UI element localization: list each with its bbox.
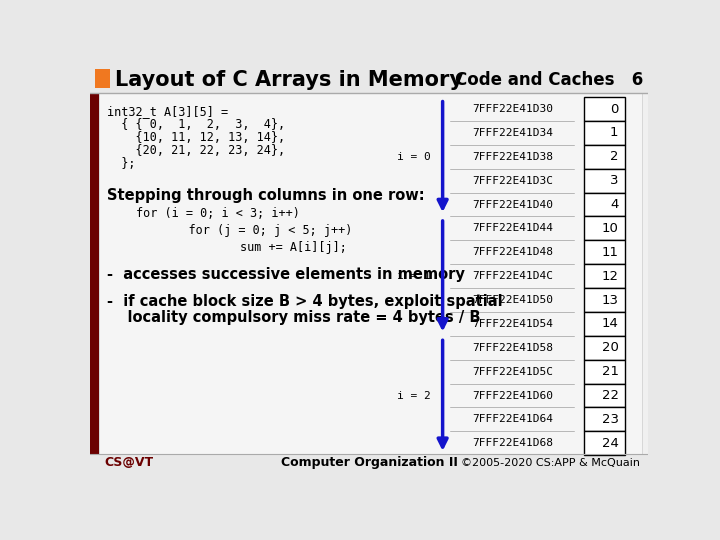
Text: sum += A[i][j];: sum += A[i][j]; bbox=[183, 241, 347, 254]
Text: 23: 23 bbox=[601, 413, 618, 426]
Text: 7FFF22E41D60: 7FFF22E41D60 bbox=[472, 390, 553, 401]
Text: 7FFF22E41D58: 7FFF22E41D58 bbox=[472, 343, 553, 353]
Text: i = 2: i = 2 bbox=[397, 390, 431, 401]
Bar bbox=[585, 168, 625, 193]
Text: 4: 4 bbox=[610, 198, 618, 211]
Text: for (i = 0; i < 3; i++): for (i = 0; i < 3; i++) bbox=[137, 207, 300, 220]
Bar bbox=[94, 69, 110, 88]
Text: Stepping through columns in one row:: Stepping through columns in one row: bbox=[107, 188, 425, 203]
Text: 7FFF22E41D68: 7FFF22E41D68 bbox=[472, 438, 553, 448]
Text: 12: 12 bbox=[601, 269, 618, 282]
Text: CS@VT: CS@VT bbox=[104, 456, 153, 469]
Bar bbox=[90, 93, 648, 454]
Bar bbox=[99, 93, 642, 454]
Bar bbox=[585, 360, 625, 383]
Text: 7FFF22E41D30: 7FFF22E41D30 bbox=[472, 104, 553, 114]
Bar bbox=[585, 383, 625, 408]
Text: ©2005-2020 CS:APP & McQuain: ©2005-2020 CS:APP & McQuain bbox=[462, 458, 640, 468]
Text: 2: 2 bbox=[610, 150, 618, 163]
Bar bbox=[585, 145, 625, 168]
Bar bbox=[585, 312, 625, 336]
Text: 7FFF22E41D50: 7FFF22E41D50 bbox=[472, 295, 553, 305]
Text: Layout of C Arrays in Memory: Layout of C Arrays in Memory bbox=[114, 70, 463, 90]
Text: 24: 24 bbox=[602, 437, 618, 450]
Text: 7FFF22E41D64: 7FFF22E41D64 bbox=[472, 414, 553, 424]
Text: {10, 11, 12, 13, 14},: {10, 11, 12, 13, 14}, bbox=[107, 131, 285, 144]
Text: i = 1: i = 1 bbox=[397, 271, 431, 281]
Bar bbox=[585, 240, 625, 264]
Text: 7FFF22E41D54: 7FFF22E41D54 bbox=[472, 319, 553, 329]
Text: 21: 21 bbox=[601, 365, 618, 378]
Text: 13: 13 bbox=[601, 294, 618, 307]
Text: 7FFF22E41D40: 7FFF22E41D40 bbox=[472, 200, 553, 210]
Text: Computer Organization II: Computer Organization II bbox=[281, 456, 457, 469]
Bar bbox=[585, 193, 625, 217]
Text: 7FFF22E41D3C: 7FFF22E41D3C bbox=[472, 176, 553, 186]
Text: i = 0: i = 0 bbox=[397, 152, 431, 162]
Text: };: }; bbox=[107, 157, 135, 170]
Text: 7FFF22E41D5C: 7FFF22E41D5C bbox=[472, 367, 553, 376]
Text: 14: 14 bbox=[602, 318, 618, 330]
Bar bbox=[585, 97, 625, 121]
Text: 10: 10 bbox=[602, 222, 618, 235]
Text: Code and Caches   6: Code and Caches 6 bbox=[455, 71, 644, 89]
Text: { { 0,  1,  2,  3,  4},: { { 0, 1, 2, 3, 4}, bbox=[107, 118, 285, 131]
Text: 7FFF22E41D4C: 7FFF22E41D4C bbox=[472, 271, 553, 281]
Text: 11: 11 bbox=[601, 246, 618, 259]
Text: 3: 3 bbox=[610, 174, 618, 187]
Text: 22: 22 bbox=[601, 389, 618, 402]
Bar bbox=[585, 288, 625, 312]
Bar bbox=[585, 217, 625, 240]
Text: -  accesses successive elements in memory: - accesses successive elements in memory bbox=[107, 267, 465, 282]
Text: -  if cache block size B > 4 bytes, exploit spatial: - if cache block size B > 4 bytes, explo… bbox=[107, 294, 503, 309]
Text: 7FFF22E41D38: 7FFF22E41D38 bbox=[472, 152, 553, 162]
Bar bbox=[585, 336, 625, 360]
Text: 7FFF22E41D48: 7FFF22E41D48 bbox=[472, 247, 553, 257]
Bar bbox=[585, 408, 625, 431]
Text: 20: 20 bbox=[602, 341, 618, 354]
Bar bbox=[585, 264, 625, 288]
Text: for (j = 0; j < 5; j++): for (j = 0; j < 5; j++) bbox=[160, 224, 352, 237]
Text: locality compulsory miss rate = 4 bytes / B: locality compulsory miss rate = 4 bytes … bbox=[107, 309, 480, 325]
Bar bbox=[585, 431, 625, 455]
Text: 7FFF22E41D34: 7FFF22E41D34 bbox=[472, 128, 553, 138]
Text: int32_t A[3][5] =: int32_t A[3][5] = bbox=[107, 105, 228, 118]
Text: 0: 0 bbox=[610, 103, 618, 116]
Bar bbox=[585, 121, 625, 145]
Text: 1: 1 bbox=[610, 126, 618, 139]
Text: 7FFF22E41D44: 7FFF22E41D44 bbox=[472, 224, 553, 233]
Text: {20, 21, 22, 23, 24},: {20, 21, 22, 23, 24}, bbox=[107, 144, 285, 157]
Bar bbox=[90, 93, 99, 454]
